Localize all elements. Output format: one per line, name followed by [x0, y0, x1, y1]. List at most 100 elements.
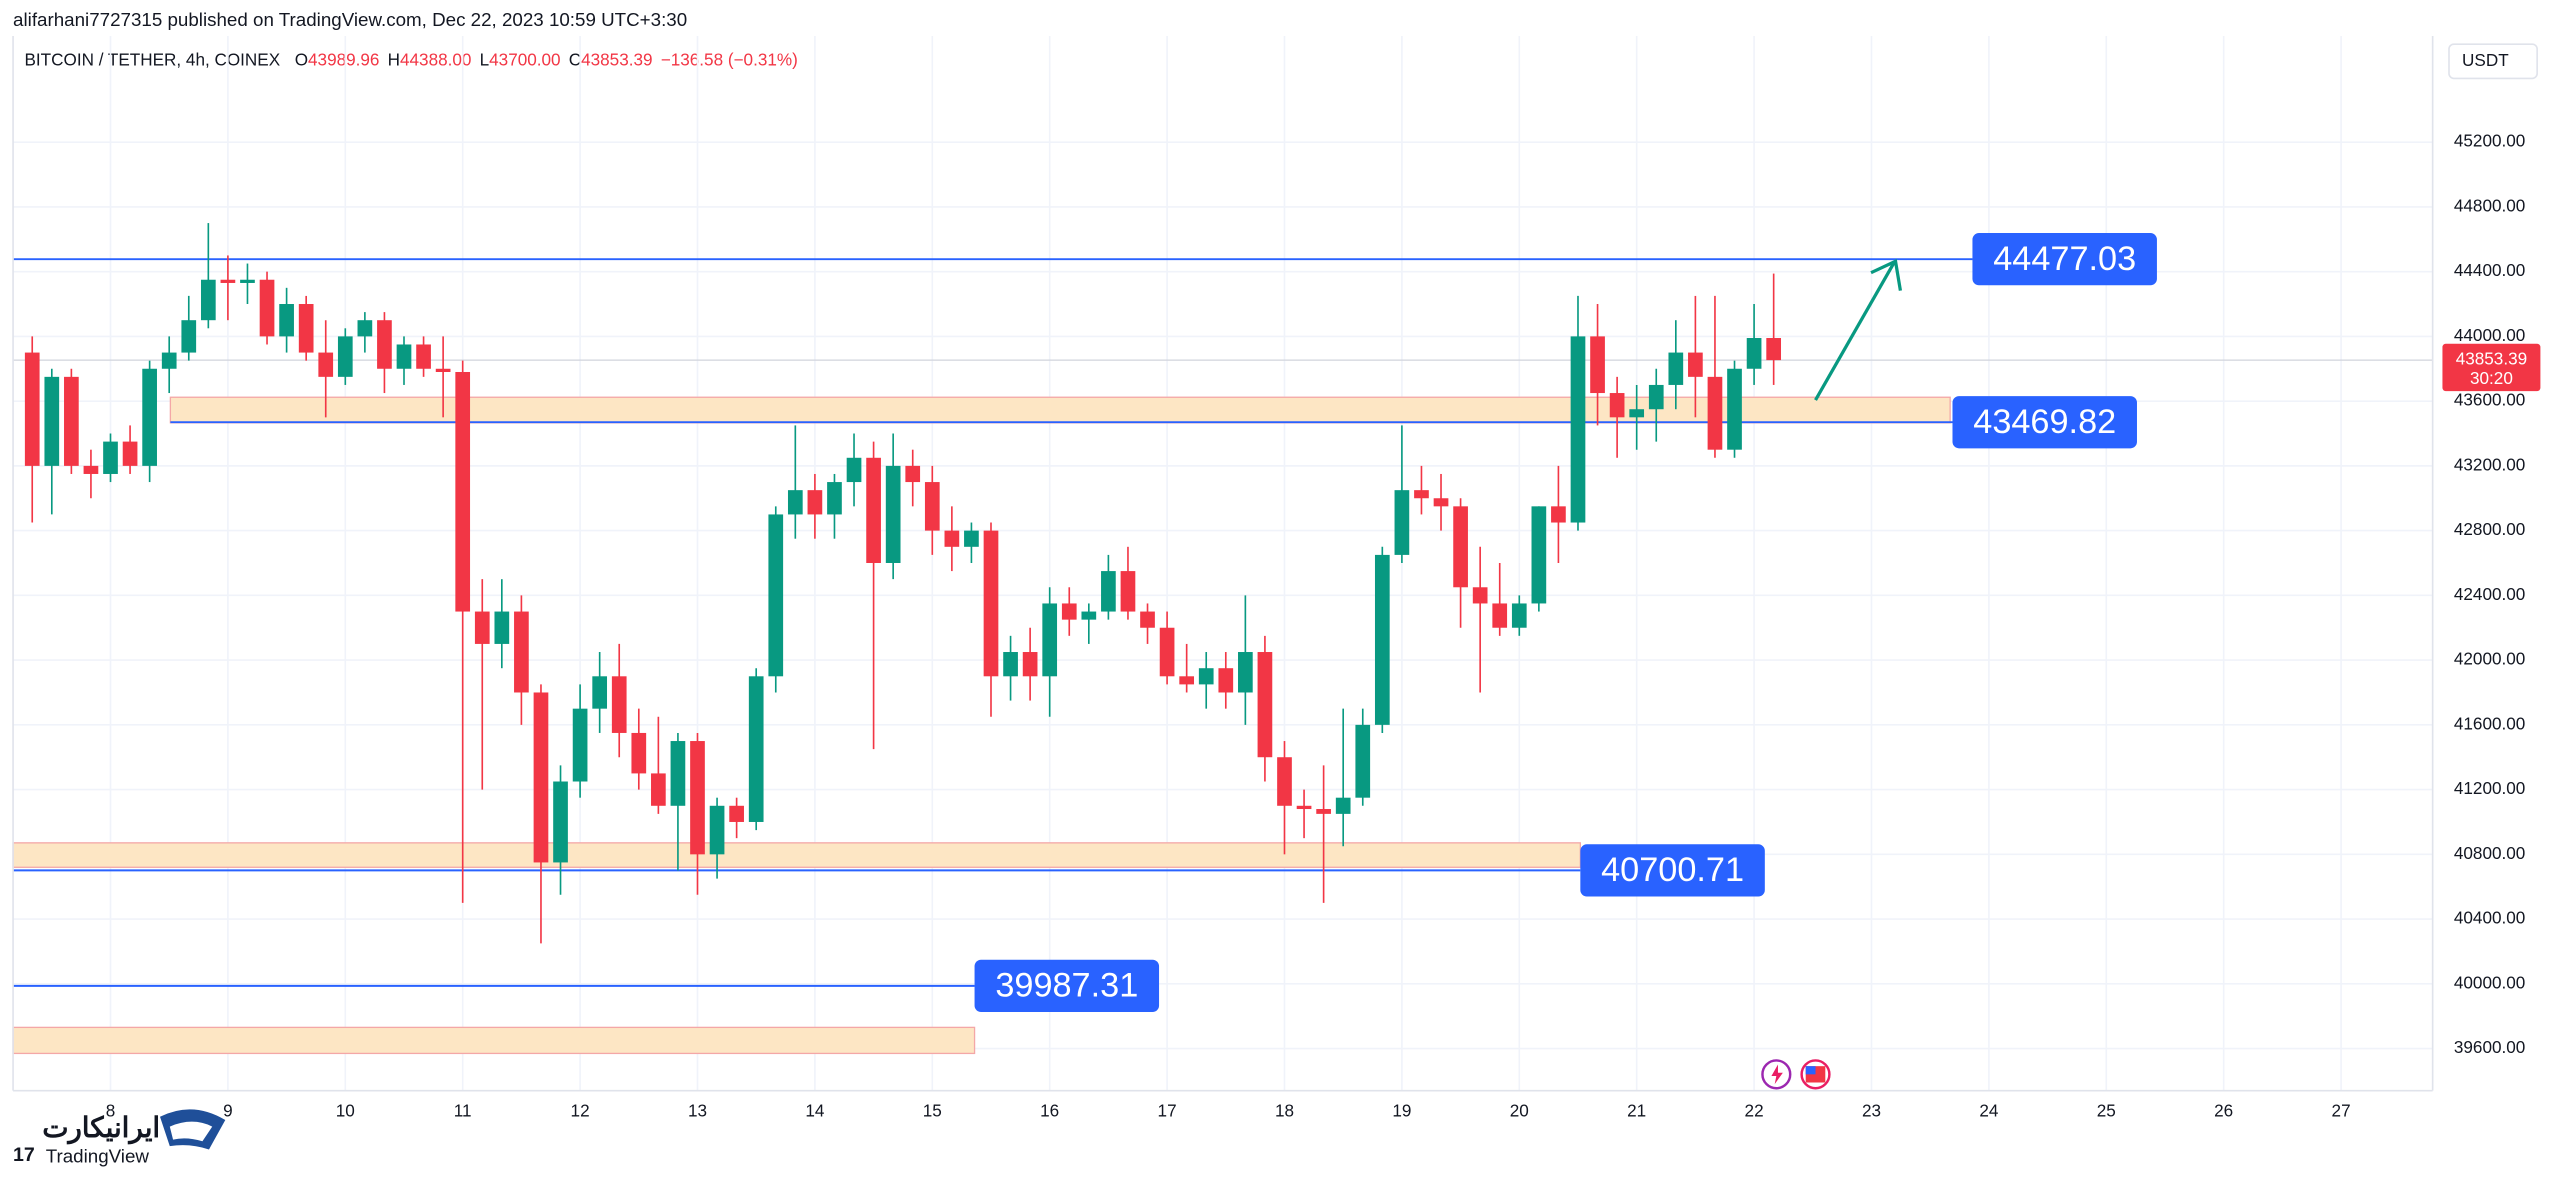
symbol-legend: BITCOIN / TETHER, 4h, COINEX O43989.96 H4…: [24, 49, 797, 69]
support-zone: [169, 396, 1951, 424]
forecast-arrow: [1814, 262, 1896, 401]
candle-body: [1511, 603, 1527, 628]
candle-body: [1609, 393, 1625, 418]
candle-body: [1042, 603, 1058, 677]
candle-body: [298, 304, 314, 353]
candle-body: [1218, 668, 1234, 693]
candle-body: [435, 368, 451, 372]
candle-body: [1238, 652, 1253, 693]
support-zone: [12, 1026, 976, 1055]
x-tick-label: 21: [1627, 1100, 1646, 1120]
candle-body: [1277, 757, 1292, 806]
x-tick-label: 8: [106, 1100, 116, 1120]
x-tick-label: 13: [688, 1100, 707, 1120]
tv-logo: 17: [13, 1144, 35, 1166]
candle-body: [572, 708, 588, 782]
x-tick-label: 17: [1158, 1100, 1177, 1120]
y-tick-label: 44000.00: [2454, 325, 2525, 345]
price-tag-value: 43853.39: [2456, 349, 2527, 369]
candle-body: [748, 676, 764, 822]
candle-body: [514, 611, 529, 693]
x-tick-label: 25: [2097, 1100, 2116, 1120]
candle-body: [1648, 384, 1664, 410]
candle-body: [729, 805, 744, 822]
candle-body: [1257, 652, 1273, 758]
candle-body: [1453, 506, 1468, 588]
watermark-logo-inner: [169, 1121, 213, 1142]
candle-body: [1081, 611, 1097, 620]
ohlc-key: C: [569, 49, 581, 69]
x-tick-label: 20: [1510, 1100, 1529, 1120]
y-tick-label: 42800.00: [2454, 519, 2525, 539]
candle-body: [220, 279, 236, 283]
candle-body: [1492, 603, 1508, 628]
candle-body: [1101, 571, 1116, 612]
level-label-box: [1580, 844, 1765, 897]
y-tick-label: 44800.00: [2454, 195, 2525, 215]
y-tick-label: 42400.00: [2454, 584, 2525, 604]
candle-body: [259, 279, 275, 337]
x-tick-label: 22: [1745, 1100, 1764, 1120]
candle-body: [631, 732, 647, 774]
candle-body: [592, 676, 608, 709]
level-label: 44477.03: [1993, 240, 2136, 278]
candle-body: [416, 344, 431, 369]
y-tick-label: 40800.00: [2454, 843, 2525, 863]
ohlc-key: O: [295, 49, 308, 69]
candle-body: [103, 441, 118, 474]
ohlc-value: 43989.96: [308, 49, 379, 69]
ohlc-value: 43853.39: [581, 49, 652, 69]
candle-body: [474, 611, 490, 644]
candle-body: [1472, 587, 1488, 604]
currency-box[interactable]: [2448, 43, 2538, 80]
plot-area: [12, 35, 2433, 1091]
level-label: 39987.31: [995, 967, 1138, 1005]
candle-body: [279, 304, 294, 337]
price-tag: [2442, 343, 2541, 392]
y-tick-label: 45200.00: [2454, 131, 2525, 151]
candle-body: [83, 465, 99, 474]
candle-body: [1727, 368, 1742, 450]
y-tick-label: 43200.00: [2454, 454, 2525, 474]
x-tick-label: 9: [223, 1100, 233, 1120]
candle-body: [1531, 506, 1547, 604]
candle-body: [494, 611, 510, 644]
candle-body: [885, 465, 901, 563]
candle-body: [944, 530, 960, 547]
candle-body: [1551, 506, 1566, 523]
candle-body: [1746, 338, 1762, 369]
candle-body: [1022, 652, 1038, 677]
level-label: 43469.82: [1973, 403, 2116, 441]
ohlc-key: H: [388, 49, 400, 69]
candle-body: [690, 741, 705, 855]
x-tick-label: 19: [1392, 1100, 1411, 1120]
y-tick-label: 39600.00: [2454, 1037, 2525, 1057]
event-icon-bolt: [1771, 1064, 1783, 1085]
watermark: ایرانیکارت TradingView 17: [13, 1109, 226, 1167]
y-tick-label: 40000.00: [2454, 972, 2525, 992]
candle-body: [1433, 498, 1449, 507]
y-tick-label: 40400.00: [2454, 908, 2525, 928]
candle-body: [553, 781, 568, 863]
candle-body: [1355, 724, 1371, 798]
level-label-box: [1972, 233, 2157, 286]
candle-body: [1296, 805, 1312, 810]
candle-body: [1414, 490, 1429, 499]
x-tick-label: 27: [2332, 1100, 2351, 1120]
candle-body: [1316, 809, 1331, 814]
candle-body: [670, 741, 686, 806]
candle-body: [1688, 352, 1703, 377]
candle-body: [1766, 338, 1782, 361]
candle-body: [1003, 652, 1018, 677]
watermark-brand: ایرانیکارت: [42, 1112, 160, 1145]
candle-body: [396, 344, 412, 369]
candle-body: [1374, 554, 1390, 725]
x-tick-label: 14: [805, 1100, 825, 1120]
candle-body: [357, 320, 373, 337]
y-tick-label: 43600.00: [2454, 390, 2525, 410]
forecast-arrow-head: [1870, 258, 1903, 291]
currency: USDT: [2462, 50, 2509, 70]
x-tick-label: 10: [336, 1100, 355, 1120]
candle-body: [1668, 352, 1684, 385]
